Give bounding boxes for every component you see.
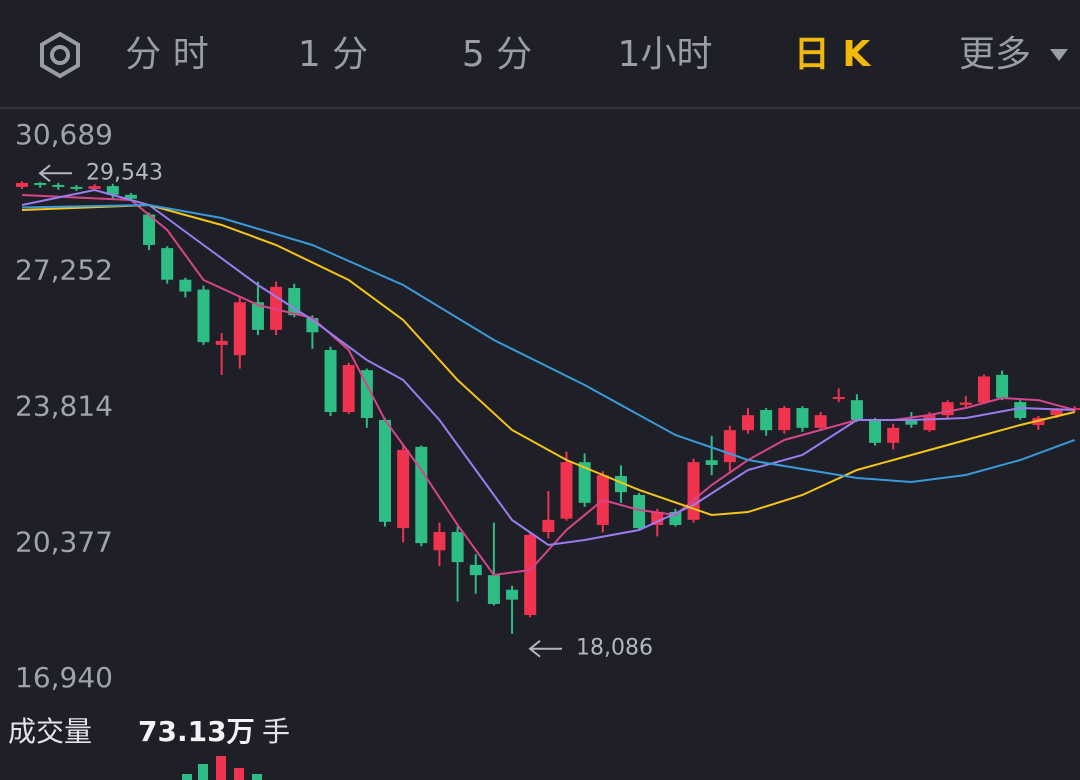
annotation-label: 29,543 [86, 160, 163, 185]
tab[interactable]: 分 时 [125, 34, 208, 75]
candle-body [487, 575, 500, 604]
candle-body [215, 340, 228, 345]
candle-body [106, 186, 119, 195]
candle-body [760, 410, 773, 431]
candle-body [360, 370, 373, 418]
y-tick-label: 23,814 [15, 390, 113, 423]
annotation-label: 18,086 [576, 636, 653, 661]
candle-body [179, 279, 192, 292]
candle-body [578, 462, 591, 503]
moving-average [21, 194, 1075, 577]
candle-body [850, 400, 863, 420]
volume-unit: 手 [262, 715, 290, 748]
tab[interactable]: 1 分 [298, 34, 368, 75]
candle-body [433, 532, 446, 551]
volume-value: 73.13万 [138, 715, 255, 748]
candle-body [778, 408, 791, 431]
settings-icon[interactable] [40, 31, 80, 79]
y-tick-label: 27,252 [15, 254, 113, 287]
moving-average [21, 203, 1076, 483]
candle-body [397, 449, 410, 529]
candle-body [469, 564, 482, 576]
candle-body [52, 184, 65, 187]
candle-body [1050, 410, 1063, 416]
candle-body [506, 589, 519, 600]
volume-bar [216, 756, 226, 780]
candle-body [342, 365, 355, 413]
volume-label: 成交量 [8, 715, 92, 748]
volume-bar [252, 774, 262, 780]
candle-body [161, 248, 174, 280]
candle-body [1014, 402, 1027, 418]
volume-bar [198, 764, 208, 780]
candle-body [34, 182, 47, 185]
candle-body [451, 532, 464, 563]
candle-body [542, 519, 555, 533]
y-tick-label: 20,377 [15, 525, 113, 558]
dropdown-arrow [1050, 49, 1068, 61]
candle-body [723, 430, 736, 463]
candle-body [905, 419, 918, 425]
candle-body [233, 302, 246, 356]
candle-body [70, 186, 83, 189]
candle-body [143, 214, 156, 245]
candle-body [977, 376, 990, 403]
candle-body [869, 419, 882, 443]
candle-body [251, 302, 264, 330]
y-tick-label: 30,689 [15, 118, 113, 151]
moving-average [21, 188, 1075, 547]
annotation-arrow [38, 164, 72, 183]
candle-body [887, 427, 900, 443]
annotation-arrow [528, 639, 563, 658]
candle-body [633, 494, 646, 529]
candle-body [705, 460, 718, 465]
candle-body [288, 288, 301, 316]
tab[interactable]: 日 K [794, 34, 872, 75]
candle-body [124, 194, 137, 199]
candle-body [324, 350, 337, 413]
candle-body [959, 402, 972, 405]
candle-body [814, 415, 827, 428]
candle-body [197, 289, 210, 343]
candle-body [742, 415, 754, 431]
candle-body [651, 511, 664, 525]
candle-body [796, 408, 809, 428]
icon-dot [50, 45, 70, 65]
tab[interactable]: 5 分 [462, 34, 532, 75]
candle-body [415, 446, 428, 544]
candle-body [379, 419, 391, 522]
candle-body [524, 534, 537, 616]
moving-average [21, 203, 1075, 516]
tab[interactable]: 1小时 [618, 34, 713, 75]
y-tick-label: 16,940 [15, 661, 113, 694]
candle-body [560, 462, 573, 519]
tab[interactable]: 更多 [959, 34, 1031, 75]
candle-body [832, 397, 845, 400]
volume-bar [182, 774, 192, 780]
candle-body [614, 476, 627, 493]
candle-body [16, 182, 28, 187]
hexagon [40, 31, 80, 79]
candle-body [996, 374, 1009, 398]
candle-body [923, 415, 936, 431]
volume-bar [234, 768, 244, 780]
candle-body [88, 186, 101, 189]
